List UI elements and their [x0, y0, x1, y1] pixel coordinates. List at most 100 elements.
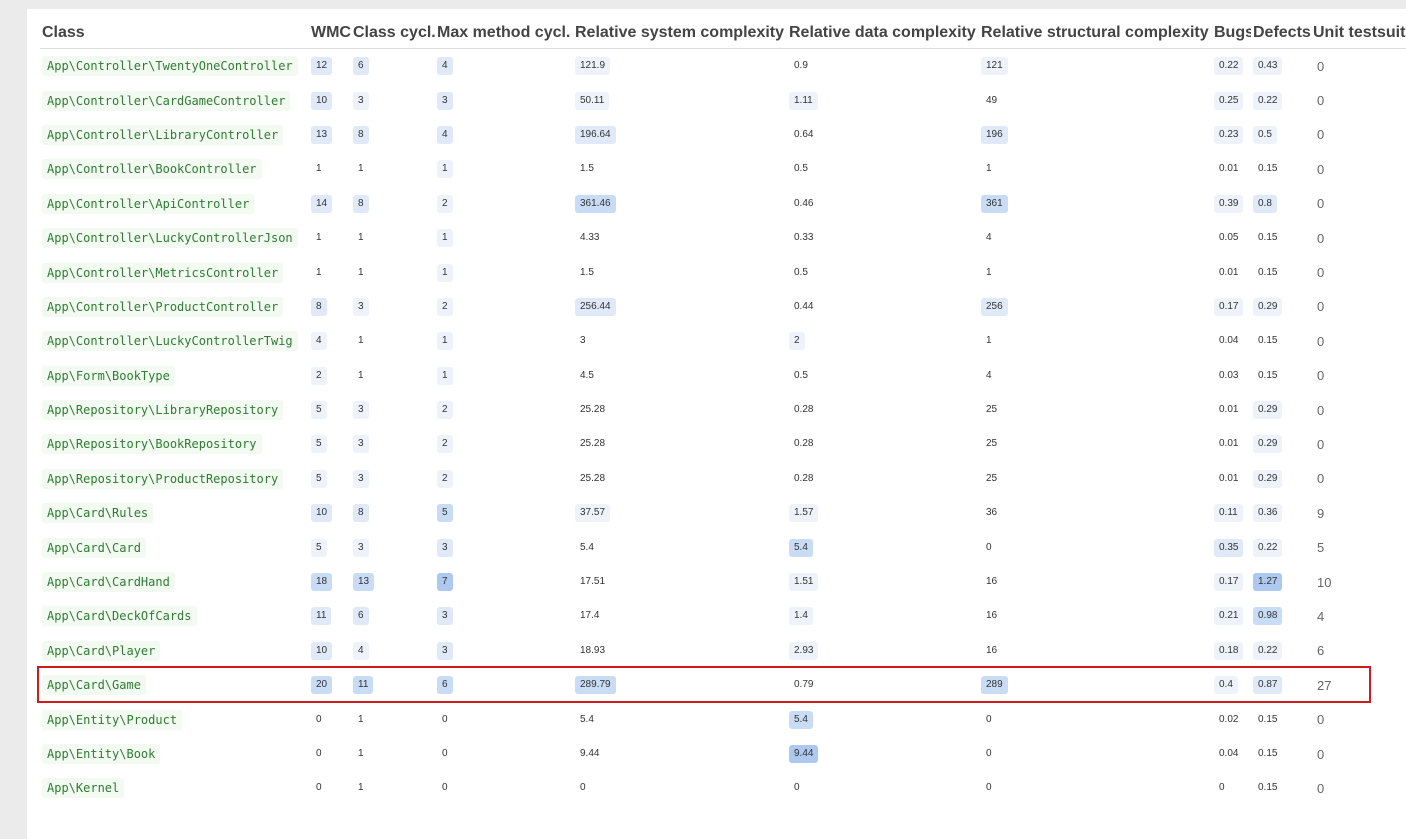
bugs-value: 0.18 [1214, 641, 1244, 660]
header-relative-data-complexity[interactable]: Relative data complexity [787, 17, 979, 49]
table-row[interactable]: App\Repository\ProductRepository 5 3 2 25.28… [40, 462, 1406, 496]
header-defects[interactable]: Defects [1251, 17, 1311, 49]
class-name[interactable]: App\Controller\LibraryController [42, 124, 284, 145]
bugs-cell: 0.35 [1212, 530, 1251, 564]
table-row[interactable]: App\Kernel 0 1 0 0 0 0 0 0.15 0 [40, 771, 1406, 805]
defects-value: 0.15 [1258, 782, 1278, 794]
header-class[interactable]: Class [40, 17, 309, 49]
table-row[interactable]: App\Controller\LuckyControllerTwig 4 1 1 3 2 1… [40, 324, 1406, 358]
class-name[interactable]: App\Controller\TwentyOneController [42, 56, 298, 77]
table-row[interactable]: App\Controller\LibraryController 13 8 4 196.… [40, 118, 1406, 152]
table-row[interactable]: App\Entity\Book 0 1 0 9.44 9.44 0 0.04 0.15 0 [40, 737, 1406, 771]
table-row[interactable]: App\Repository\BookRepository 5 3 2 25.28 0.2… [40, 427, 1406, 461]
class-name[interactable]: App\Repository\LibraryRepository [42, 400, 284, 421]
relative-data-complexity-value: 9.44 [789, 745, 819, 763]
bugs-value: 0.35 [1214, 538, 1244, 557]
relative-system-complexity-value: 17.4 [580, 610, 600, 622]
class-name[interactable]: App\Card\Card [42, 537, 146, 558]
class-name[interactable]: App\Card\DeckOfCards [42, 606, 197, 627]
max-method-cycl-value: 0 [442, 782, 448, 794]
class-cell: App\Card\CardHand [40, 565, 309, 599]
class-name[interactable]: App\Card\Game [42, 675, 146, 696]
relative-data-complexity-value: 2 [789, 332, 805, 351]
table-row[interactable]: App\Form\BookType 2 1 1 4.5 0.5 4 0.03 0.15 0 [40, 359, 1406, 393]
defects-value: 0.22 [1253, 538, 1283, 557]
bugs-value: 0.22 [1214, 57, 1244, 76]
class-name[interactable]: App\Controller\ApiController [42, 193, 255, 214]
class-name[interactable]: App\Controller\LuckyControllerJson [42, 228, 298, 249]
relative-structural-complexity-cell: 0 [979, 530, 1212, 564]
class-name[interactable]: App\Controller\CardGameController [42, 90, 291, 111]
header-wmc[interactable]: WMC [309, 17, 351, 49]
relative-data-complexity-cell: 0.5 [787, 152, 979, 186]
relative-data-complexity-value: 0.28 [794, 404, 814, 416]
class-name[interactable]: App\Entity\Book [42, 744, 161, 764]
defects-value: 0.29 [1253, 401, 1283, 420]
class-name[interactable]: App\Entity\Product [42, 709, 183, 730]
table-row[interactable]: App\Card\Game 20 11 6 289.79 0.79 289 0.4 0.87 27 [40, 668, 1406, 702]
class-cycl-value: 1 [358, 232, 364, 244]
class-name[interactable]: App\Controller\MetricsController [42, 262, 284, 283]
header-max-method-cycl[interactable]: Max method cycl. [435, 17, 573, 49]
class-name[interactable]: App\Card\Player [42, 640, 161, 661]
table-row[interactable]: App\Card\CardHand 18 13 7 17.51 1.51 16 0.17 1.2… [40, 565, 1406, 599]
unit-testsuites-value: 0 [1317, 402, 1325, 418]
header-class-cycl[interactable]: Class cycl. [351, 17, 435, 49]
class-name[interactable]: App\Controller\LuckyControllerTwig [42, 331, 298, 352]
unit-testsuites-cell: 0 [1311, 221, 1406, 255]
table-row[interactable]: App\Controller\LuckyControllerJson 1 1 1 4.3… [40, 221, 1406, 255]
unit-testsuites-cell: 0 [1311, 152, 1406, 186]
table-row[interactable]: App\Entity\Product 0 1 0 5.4 5.4 0 0.02 0.15 0 [40, 702, 1406, 736]
bugs-value: 0.01 [1219, 472, 1239, 484]
class-name[interactable]: App\Card\CardHand [42, 572, 175, 593]
max-method-cycl-value: 3 [437, 91, 453, 110]
table-row[interactable]: App\Controller\BookController 1 1 1 1.5 0.5 1 0… [40, 152, 1406, 186]
table-row[interactable]: App\Controller\CardGameController 10 3 3 50.… [40, 83, 1406, 117]
class-name[interactable]: App\Controller\BookController [42, 159, 262, 180]
header-bugs[interactable]: Bugs [1212, 17, 1251, 49]
relative-structural-complexity-value: 25 [986, 438, 998, 450]
table-row[interactable]: App\Repository\LibraryRepository 5 3 2 25.28… [40, 393, 1406, 427]
table-row[interactable]: App\Controller\MetricsController 1 1 1 1.5 0.… [40, 255, 1406, 289]
class-name[interactable]: App\Kernel [42, 778, 125, 799]
relative-system-complexity-value: 9.44 [580, 748, 600, 759]
relative-system-complexity-cell: 9.44 [573, 737, 787, 771]
table-row[interactable]: App\Controller\ProductController 8 3 2 256.4… [40, 290, 1406, 324]
relative-structural-complexity-value: 16 [986, 644, 998, 656]
header-relative-system-complexity[interactable]: Relative system complexity [573, 17, 787, 49]
table-row[interactable]: App\Controller\TwentyOneController 12 6 4 12… [40, 49, 1406, 84]
relative-system-complexity-cell: 361.46 [573, 187, 787, 221]
class-name[interactable]: App\Form\BookType [42, 365, 175, 386]
table-row[interactable]: App\Card\Card 5 3 3 5.4 5.4 0 0.35 0.22 5 [40, 530, 1406, 564]
relative-structural-complexity-cell: 361 [979, 187, 1212, 221]
class-name[interactable]: App\Controller\ProductController [42, 296, 284, 317]
class-name[interactable]: App\Card\Rules [42, 503, 154, 524]
relative-system-complexity-cell: 17.51 [573, 565, 787, 599]
table-row[interactable]: App\Controller\ApiController 14 8 2 361.46 0.… [40, 187, 1406, 221]
table-row[interactable]: App\Card\Rules 10 8 5 37.57 1.57 36 0.11 0.36 9 [40, 496, 1406, 530]
wmc-value: 13 [311, 125, 333, 144]
relative-data-complexity-cell: 0.28 [787, 462, 979, 496]
max-method-cycl-cell: 2 [435, 427, 573, 461]
max-method-cycl-value: 2 [437, 194, 453, 213]
table-row[interactable]: App\Card\DeckOfCards 11 6 3 17.4 1.4 16 0.21 0.9… [40, 599, 1406, 633]
class-cell: App\Card\Rules [40, 496, 309, 530]
relative-structural-complexity-value: 361 [981, 194, 1008, 213]
header-relative-structural-complexity[interactable]: Relative structural complexity [979, 17, 1212, 49]
class-cycl-value: 3 [353, 469, 369, 488]
relative-data-complexity-cell: 1.11 [787, 83, 979, 117]
class-cycl-cell: 8 [351, 118, 435, 152]
bugs-value: 0.03 [1219, 369, 1239, 381]
class-cycl-cell: 3 [351, 83, 435, 117]
max-method-cycl-cell: 1 [435, 255, 573, 289]
wmc-cell: 0 [309, 737, 351, 771]
header-unit-testsuites[interactable]: Unit testsuite [1311, 17, 1406, 49]
relative-system-complexity-value: 196.64 [575, 125, 616, 144]
table-row[interactable]: App\Card\Player 10 4 3 18.93 2.93 16 0.18 0.22 6 [40, 634, 1406, 668]
relative-structural-complexity-cell: 16 [979, 599, 1212, 633]
unit-testsuites-value: 0 [1317, 299, 1325, 315]
relative-structural-complexity-cell: 1 [979, 324, 1212, 358]
class-name[interactable]: App\Repository\ProductRepository [42, 468, 284, 489]
class-cell: App\Controller\LuckyControllerTwig [40, 324, 309, 358]
class-name[interactable]: App\Repository\BookRepository [42, 434, 262, 455]
